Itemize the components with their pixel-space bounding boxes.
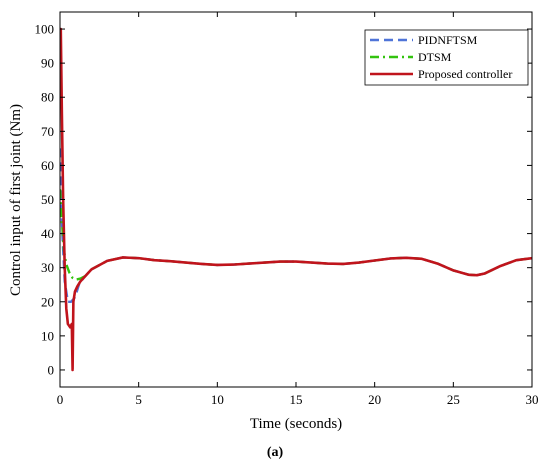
- figure-caption: (a): [267, 445, 284, 460]
- legend-label: DTSM: [418, 50, 452, 64]
- y-tick-label: 70: [41, 124, 54, 139]
- y-axis: 0 10 20 30 40 50 60 70 80 90 100: [35, 22, 532, 377]
- y-axis-title: Control input of first joint (Nm): [8, 104, 24, 296]
- y-tick-label: 20: [41, 294, 54, 309]
- x-tick-label: 5: [135, 392, 142, 407]
- legend-label: PIDNFTSM: [418, 33, 478, 47]
- x-axis-title: Time (seconds): [250, 416, 342, 432]
- x-tick-label: 10: [211, 392, 224, 407]
- x-tick-label: 30: [526, 392, 539, 407]
- y-tick-label: 90: [41, 56, 54, 71]
- x-tick-label: 15: [290, 392, 303, 407]
- legend-label: Proposed controller: [418, 67, 512, 81]
- x-tick-label: 25: [447, 392, 460, 407]
- y-tick-label: 30: [41, 260, 54, 275]
- x-axis: 0 5 10 15 20 25 30: [57, 12, 539, 407]
- y-tick-label: 0: [48, 362, 55, 377]
- y-tick-label: 60: [41, 158, 54, 173]
- y-tick-label: 80: [41, 90, 54, 105]
- series-line-proposed-controller: [60, 27, 532, 372]
- x-tick-label: 20: [368, 392, 381, 407]
- y-tick-label: 40: [41, 226, 54, 241]
- legend: PIDNFTSM DTSM Proposed controller: [364, 29, 529, 86]
- y-tick-label: 100: [35, 22, 55, 37]
- x-tick-label: 0: [57, 392, 64, 407]
- series-layer: [60, 27, 532, 372]
- y-tick-label: 50: [41, 192, 54, 207]
- y-tick-label: 10: [41, 328, 54, 343]
